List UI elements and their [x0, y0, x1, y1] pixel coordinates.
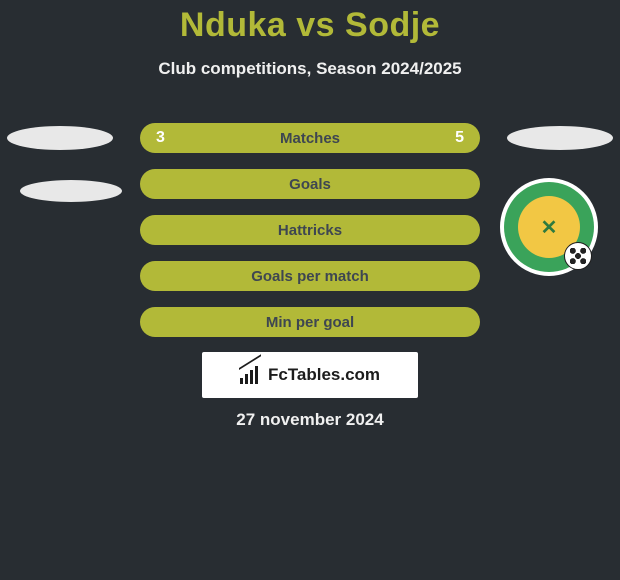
stat-label: Goals per match — [251, 268, 369, 285]
stat-row-min-per-goal: Min per goal — [0, 307, 620, 353]
bar-chart-icon — [240, 366, 262, 384]
stat-pill: 3 Matches 5 — [140, 123, 480, 153]
stats-list: 3 Matches 5 Goals Hattricks Goals per ma — [0, 123, 620, 353]
stat-pill: Min per goal — [140, 307, 480, 337]
stat-pill: Goals per match — [140, 261, 480, 291]
brand-box: FcTables.com — [202, 352, 418, 398]
stat-pill: Goals — [140, 169, 480, 199]
stat-row-matches: 3 Matches 5 — [0, 123, 620, 169]
page-title: Nduka vs Sodje — [0, 6, 620, 45]
generated-date: 27 november 2024 — [0, 410, 620, 430]
stat-label: Min per goal — [266, 314, 354, 331]
stat-row-goals-per-match: Goals per match — [0, 261, 620, 307]
comparison-card: Nduka vs Sodje Club competitions, Season… — [0, 0, 620, 580]
stat-left-value: 3 — [156, 123, 165, 153]
stat-label: Matches — [280, 130, 340, 147]
stat-label: Hattricks — [278, 222, 342, 239]
stat-row-hattricks: Hattricks — [0, 215, 620, 261]
stat-label: Goals — [289, 176, 331, 193]
brand-text: FcTables.com — [268, 365, 380, 385]
page-subtitle: Club competitions, Season 2024/2025 — [0, 59, 620, 79]
stat-pill: Hattricks — [140, 215, 480, 245]
stat-right-value: 5 — [455, 123, 464, 153]
stat-row-goals: Goals — [0, 169, 620, 215]
